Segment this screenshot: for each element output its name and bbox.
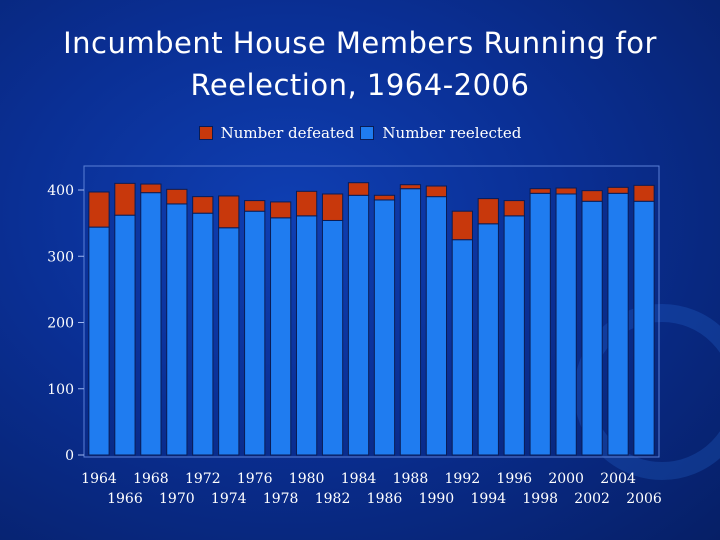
- bar-defeated: [347, 182, 370, 196]
- y-tick-label: 200: [47, 316, 74, 332]
- bar-reelected: [192, 212, 214, 456]
- bar-reelected: [166, 203, 188, 456]
- x-tick-label: 1968: [133, 471, 169, 487]
- legend-item-reelected: Number reelected: [360, 124, 521, 142]
- plot-frame: [83, 165, 660, 458]
- x-tick-label: 1982: [315, 491, 351, 507]
- y-tick-label: 100: [47, 382, 74, 398]
- y-tick-label: 0: [65, 448, 74, 464]
- x-tick-label: 1964: [81, 471, 117, 487]
- x-tick-label: 1996: [496, 471, 532, 487]
- x-tick-label: 1998: [522, 491, 558, 507]
- bar-reelected: [477, 223, 499, 456]
- bar-defeated: [399, 184, 422, 190]
- bar-defeated: [321, 193, 344, 221]
- bar-defeated: [633, 184, 655, 202]
- bar-reelected: [529, 192, 551, 456]
- bar-defeated: [581, 190, 603, 202]
- x-tick-label: 2004: [600, 471, 636, 487]
- bar-reelected: [451, 239, 473, 456]
- bar-reelected: [581, 200, 603, 456]
- chart-legend: Number defeated Number reelected: [0, 124, 720, 142]
- x-tick-label: 1974: [211, 491, 247, 507]
- bar-defeated: [218, 195, 240, 229]
- bar-defeated: [451, 210, 473, 241]
- legend-swatch-reelected: [360, 126, 375, 140]
- bar-reelected: [607, 192, 629, 456]
- slide-title-line-1: Incumbent House Members Running for: [63, 26, 657, 60]
- bar-reelected: [399, 188, 422, 456]
- x-tick-label: 1978: [263, 491, 299, 507]
- x-tick-label: 1984: [341, 471, 377, 487]
- bar-reelected: [373, 199, 396, 456]
- slide-title-line-2: Reelection, 1964-2006: [190, 68, 530, 102]
- bar-defeated: [425, 185, 448, 198]
- legend-swatch-defeated: [198, 126, 213, 140]
- x-tick-label: 1988: [393, 471, 429, 487]
- bar-reelected: [347, 194, 370, 456]
- bar-defeated: [270, 201, 292, 219]
- x-tick-label: 1976: [237, 471, 273, 487]
- bar-defeated: [503, 200, 525, 217]
- x-tick-label: 1992: [445, 471, 481, 487]
- bar-reelected: [321, 219, 344, 456]
- x-tick-label: 1970: [159, 491, 195, 507]
- bar-reelected: [295, 215, 318, 456]
- bar-defeated: [295, 190, 318, 217]
- x-tick-label: 2006: [626, 491, 662, 507]
- legend-label-defeated: Number defeated: [220, 124, 355, 142]
- bar-defeated: [166, 188, 188, 205]
- bar-defeated: [477, 198, 499, 225]
- bar-defeated: [114, 182, 136, 216]
- x-tick-label: 1990: [419, 491, 455, 507]
- x-tick-label: 2002: [574, 491, 610, 507]
- bar-defeated: [373, 194, 396, 201]
- bar-reelected: [425, 196, 448, 456]
- bar-defeated: [244, 200, 266, 212]
- slide-title: Incumbent House Members Running for Reel…: [0, 22, 720, 106]
- x-tick-label: 1980: [289, 471, 325, 487]
- legend-item-defeated: Number defeated: [198, 124, 355, 142]
- bar-defeated: [555, 187, 577, 195]
- x-tick-label: 1986: [367, 491, 403, 507]
- bar-reelected: [88, 226, 110, 456]
- bar-reelected: [633, 200, 655, 456]
- bar-reelected: [140, 192, 162, 456]
- y-tick-label: 300: [47, 249, 74, 265]
- x-tick-label: 1966: [107, 491, 143, 507]
- bar-defeated: [192, 196, 214, 214]
- bar-reelected: [503, 215, 525, 456]
- y-tick-label: 400: [47, 183, 74, 199]
- bar-reelected: [244, 210, 266, 456]
- x-tick-label: 2000: [548, 471, 584, 487]
- bar-defeated: [529, 188, 551, 194]
- bar-reelected: [555, 193, 577, 456]
- bar-reelected: [270, 217, 292, 456]
- legend-label-reelected: Number reelected: [382, 124, 522, 142]
- bar-reelected: [114, 214, 136, 456]
- x-tick-label: 1972: [185, 471, 221, 487]
- x-tick-label: 1994: [470, 491, 506, 507]
- bar-defeated: [88, 191, 110, 228]
- bar-defeated: [140, 183, 162, 194]
- bar-reelected: [218, 227, 240, 456]
- bar-defeated: [607, 186, 629, 194]
